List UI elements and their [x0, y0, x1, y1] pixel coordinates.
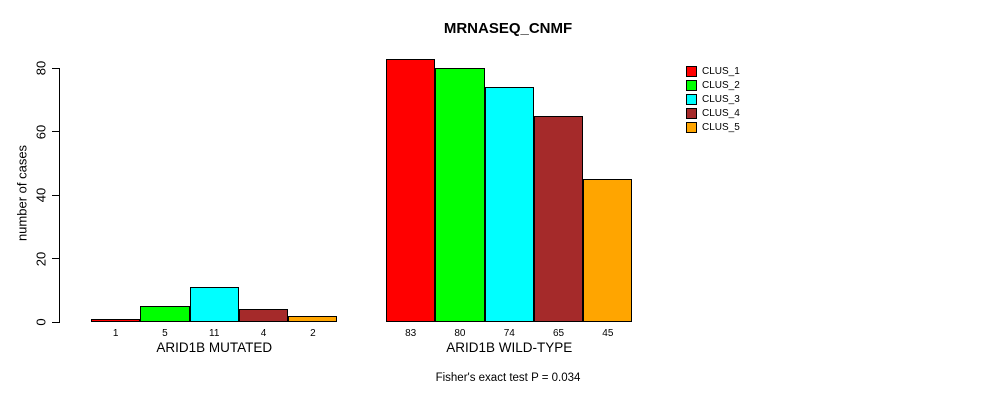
bar [583, 179, 633, 322]
y-axis-line [59, 68, 60, 323]
y-tick-label: 20 [33, 251, 49, 266]
y-tick-label: 40 [33, 187, 49, 203]
legend-swatch [686, 66, 697, 77]
legend-label: CLUS_2 [702, 80, 740, 91]
annotation-text: Fisher's exact test P = 0.034 [435, 372, 581, 384]
bar-value-label: 2 [310, 328, 316, 339]
legend-swatch [686, 80, 697, 91]
bar [140, 306, 190, 322]
legend-label: CLUS_5 [702, 122, 740, 133]
bar [435, 68, 485, 322]
y-axis-tick [52, 131, 59, 133]
y-axis-tick [52, 321, 59, 323]
legend-swatch [686, 94, 697, 105]
legend-label: CLUS_3 [702, 94, 740, 105]
legend-swatch [686, 108, 697, 119]
y-axis-label: number of cases [14, 144, 30, 242]
bar-value-label: 11 [209, 328, 220, 339]
legend-label: CLUS_1 [702, 66, 740, 77]
y-axis-tick [52, 194, 59, 196]
bar-value-label: 65 [552, 328, 565, 339]
group-label: ARID1B WILD-TYPE [446, 340, 573, 355]
legend-swatch [686, 122, 697, 133]
y-tick-label: 80 [33, 61, 49, 76]
bar [484, 87, 534, 322]
bar-value-label: 80 [454, 328, 466, 339]
bar-value-label: 74 [503, 328, 515, 339]
bar-value-label: 4 [260, 328, 267, 339]
y-axis-tick [52, 67, 59, 69]
bar-value-label: 45 [602, 328, 614, 339]
legend-label: CLUS_4 [702, 108, 740, 119]
y-axis-tick [52, 258, 59, 260]
bar [91, 318, 141, 322]
bar [533, 115, 584, 322]
chart-title: MRNASEQ_CNMF [443, 20, 573, 37]
y-tick-label: 60 [33, 124, 49, 140]
bar [189, 287, 239, 322]
bar-value-label: 83 [405, 328, 417, 339]
bar [238, 309, 289, 322]
y-tick-label: 0 [33, 318, 49, 326]
bar [386, 58, 436, 322]
bar-value-label: 1 [112, 328, 119, 339]
bar-value-label: 5 [162, 328, 168, 339]
bar [288, 315, 338, 322]
group-label: ARID1B MUTATED [156, 340, 273, 355]
